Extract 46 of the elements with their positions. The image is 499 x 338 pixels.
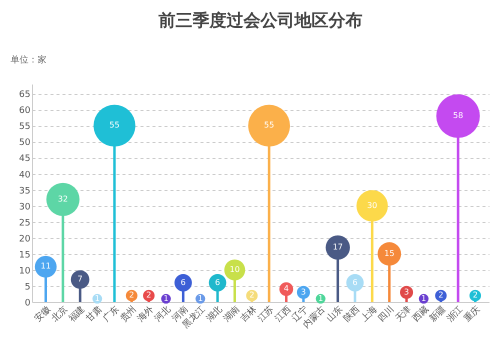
data-label: 1 xyxy=(318,294,324,303)
data-label: 6 xyxy=(352,278,358,287)
data-label: 3 xyxy=(300,287,306,296)
data-label: 3 xyxy=(404,287,410,296)
y-axis-title: 单位：家 xyxy=(10,54,46,66)
x-tick-label: 四川 xyxy=(376,304,396,324)
data-label: 1 xyxy=(421,294,426,303)
y-tick-label: 5 xyxy=(24,282,30,292)
y-tick-label: 55 xyxy=(19,122,30,132)
data-label: 2 xyxy=(146,290,152,300)
data-label: 1 xyxy=(198,294,203,303)
data-label: 6 xyxy=(215,278,220,287)
y-tick-label: 35 xyxy=(19,186,30,196)
data-label: 4 xyxy=(284,284,289,294)
data-label: 7 xyxy=(78,274,83,284)
x-tick-label: 重庆 xyxy=(462,304,482,324)
data-label: 2 xyxy=(249,290,254,300)
x-tick-label: 陕西 xyxy=(342,304,362,324)
y-tick-label: 30 xyxy=(19,202,31,212)
y-tick-label: 45 xyxy=(19,154,30,164)
data-label: 2 xyxy=(438,290,444,300)
data-label: 10 xyxy=(230,264,240,274)
data-label: 55 xyxy=(109,120,120,130)
y-tick-label: 15 xyxy=(19,250,30,260)
y-tick-label: 20 xyxy=(19,234,31,244)
data-label: 11 xyxy=(40,262,51,271)
data-label: 2 xyxy=(129,290,134,300)
chart-title: 前三季度过会公司地区分布 xyxy=(158,11,362,31)
y-tick-label: 50 xyxy=(19,138,31,148)
y-tick-label: 65 xyxy=(19,90,30,100)
data-label: 17 xyxy=(332,242,343,252)
data-label: 55 xyxy=(264,120,274,130)
data-label: 2 xyxy=(472,290,478,300)
y-tick-label: 40 xyxy=(19,170,31,180)
data-label: 6 xyxy=(180,278,186,287)
y-tick-label: 0 xyxy=(24,298,31,308)
y-tick-label: 25 xyxy=(19,218,30,228)
data-label: 15 xyxy=(384,248,394,258)
x-tick-label: 新疆 xyxy=(427,304,448,324)
y-tick-label: 60 xyxy=(19,106,31,116)
data-label: 30 xyxy=(367,200,378,210)
data-label: 1 xyxy=(163,294,169,303)
data-label: 32 xyxy=(58,194,68,204)
data-label: 58 xyxy=(452,111,464,120)
data-label: 1 xyxy=(94,294,100,303)
y-tick-label: 10 xyxy=(19,266,31,276)
